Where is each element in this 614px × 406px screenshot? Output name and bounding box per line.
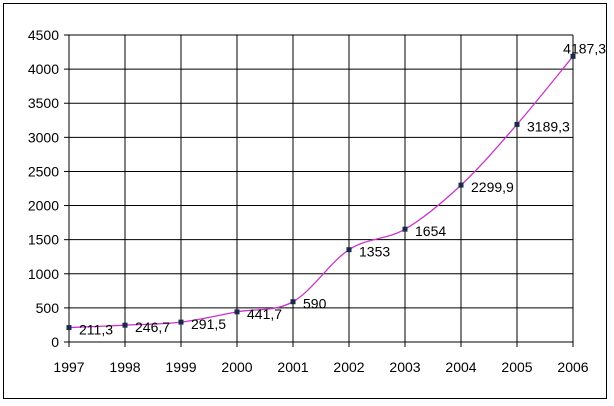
- x-tick-label: 1997: [53, 359, 84, 375]
- data-label: 3189,3: [527, 118, 570, 134]
- data-label: 2299,9: [471, 179, 514, 195]
- data-label: 441,7: [247, 306, 282, 322]
- x-tick-label: 2005: [501, 359, 532, 375]
- y-tick-label: 1000: [28, 266, 59, 282]
- data-point-marker: [458, 182, 464, 188]
- y-tick-label: 2500: [28, 163, 59, 179]
- x-tick-label: 2004: [445, 359, 476, 375]
- x-tick-label: 2000: [221, 359, 252, 375]
- y-tick-label: 2000: [28, 198, 59, 214]
- data-point-marker: [290, 299, 296, 305]
- y-tick-label: 3500: [28, 95, 59, 111]
- data-label: 1654: [415, 223, 446, 239]
- x-tick-label: 1998: [109, 359, 140, 375]
- x-axis-tick-labels: 1997 1998 1999 2000 2001 2002 2003 2004 2005 2006: [53, 359, 588, 375]
- data-point-marker: [234, 309, 240, 315]
- data-label: 211,3: [79, 322, 113, 338]
- x-tick-label: 2006: [557, 359, 588, 375]
- data-point-marker: [122, 322, 128, 328]
- data-point-marker: [570, 53, 576, 59]
- data-label: 4187,3: [563, 40, 606, 56]
- data-label: 1353: [359, 244, 390, 260]
- y-tick-label: 500: [36, 300, 60, 316]
- data-point-marker: [66, 325, 72, 331]
- data-point-marker: [514, 121, 520, 127]
- x-tick-label: 2002: [333, 359, 364, 375]
- x-tick-label: 1999: [165, 359, 196, 375]
- data-labels: 211,3 246,7 291,5 441,7 590 1353 1654 2299,9 318…: [79, 40, 606, 337]
- data-label: 291,5: [191, 316, 226, 332]
- series: [66, 53, 576, 331]
- y-tick-label: 4000: [28, 61, 59, 77]
- data-label: 246,7: [135, 319, 170, 335]
- y-axis-tick-labels: 0 500 1000 1500 2000 2500 3000 3500 4000 4500: [28, 27, 59, 350]
- y-tick-label: 1500: [28, 232, 59, 248]
- y-tick-label: 0: [51, 334, 59, 350]
- data-label: 590: [303, 296, 327, 312]
- x-tick-label: 2001: [277, 359, 308, 375]
- x-tick-label: 2003: [389, 359, 420, 375]
- data-point-marker: [178, 319, 184, 325]
- series-line: [68, 55, 574, 329]
- data-point-marker: [346, 247, 352, 253]
- y-tick-label: 3000: [28, 129, 59, 145]
- axes: [64, 34, 574, 347]
- data-point-marker: [402, 226, 408, 232]
- y-tick-label: 4500: [28, 27, 59, 43]
